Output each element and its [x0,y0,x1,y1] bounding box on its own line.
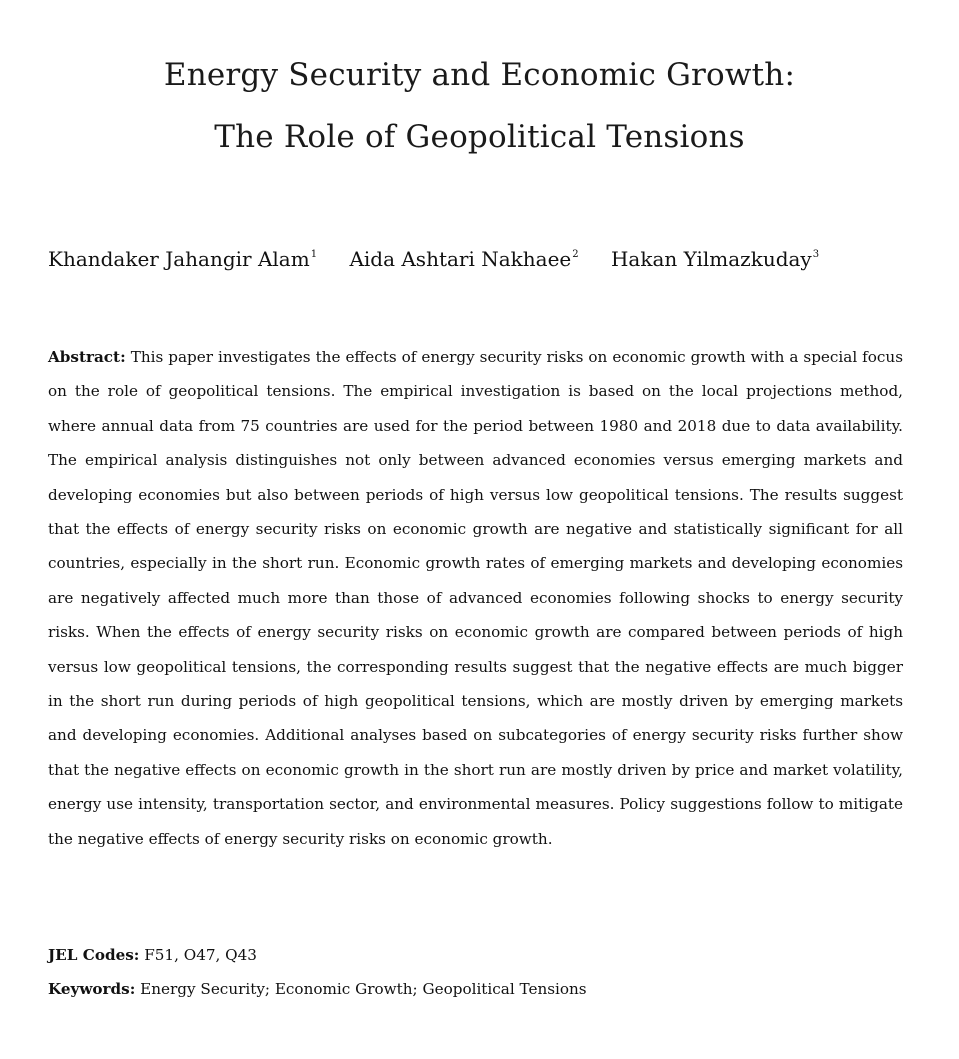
author-name: Aida Ashtari Nakhaee [349,247,572,271]
paper-title: Energy Security and Economic Growth: The… [0,44,959,168]
abstract-label: Abstract: [48,348,126,366]
author-name: Hakan Yilmazkuday [610,247,812,271]
author-list: Khandaker Jahangir Alam1 Aida Ashtari Na… [48,240,908,274]
title-line-1: Energy Security and Economic Growth: [163,57,796,93]
abstract: Abstract: This paper investigates the ef… [48,340,903,856]
keywords-label: Keywords: [48,980,136,998]
affiliation-mark: 2 [572,249,579,260]
title-line-2: The Role of Geopolitical Tensions [214,119,745,155]
author-1: Khandaker Jahangir Alam1 [48,240,317,274]
author-name: Khandaker Jahangir Alam [48,247,310,271]
keywords: Keywords: Energy Security; Economic Grow… [48,972,903,1006]
jel-values: F51, O47, Q43 [144,946,257,964]
abstract-text: This paper investigates the effects of e… [48,348,904,848]
jel-label: JEL Codes: [48,946,140,964]
keywords-values: Energy Security; Economic Growth; Geopol… [140,980,587,998]
author-2: Aida Ashtari Nakhaee2 [349,240,578,274]
affiliation-mark: 1 [310,249,318,260]
affiliation-mark: 3 [812,249,820,260]
author-3: Hakan Yilmazkuday3 [611,240,819,274]
jel-codes: JEL Codes: F51, O47, Q43 [48,938,903,972]
